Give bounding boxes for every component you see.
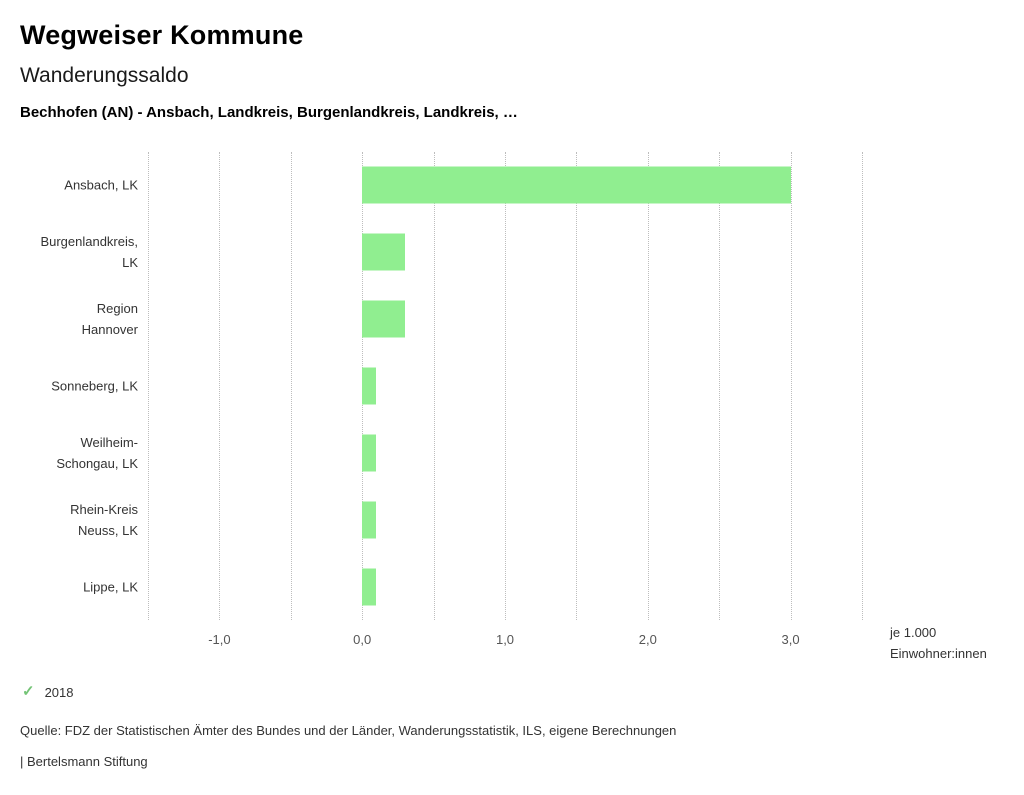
bar[interactable] xyxy=(362,233,405,271)
chart-row: Weilheim- Schongau, LK xyxy=(0,419,1024,486)
gridline xyxy=(290,152,292,620)
bar[interactable] xyxy=(362,166,791,204)
chart-row: Rhein-Kreis Neuss, LK xyxy=(0,486,1024,553)
gridline xyxy=(433,152,435,620)
page-title: Wegweiser Kommune xyxy=(20,20,304,50)
category-label: Ansbach, LK xyxy=(64,177,138,193)
axis-unit-label: je 1.000 Einwohner:innen xyxy=(890,622,987,664)
bar[interactable] xyxy=(362,300,405,338)
category-label: Burgenlandkreis, LK xyxy=(40,234,138,271)
chart-row: Burgenlandkreis, LK xyxy=(0,219,1024,286)
x-tick-label: 2,0 xyxy=(638,632,657,647)
x-tick-label: 0,0 xyxy=(353,632,372,647)
legend-label: 2018 xyxy=(44,684,74,700)
x-tick-label: -1,0 xyxy=(208,632,231,647)
gridline xyxy=(647,152,649,620)
chart-row: Region Hannover xyxy=(0,286,1024,353)
bar[interactable] xyxy=(362,367,377,405)
gridline xyxy=(576,152,578,620)
gridline xyxy=(790,152,792,620)
chart-title: Wanderungssaldo xyxy=(20,64,189,87)
chart-row: Sonneberg, LK xyxy=(0,353,1024,420)
gridline xyxy=(862,152,863,620)
category-label: Rhein-Kreis Neuss, LK xyxy=(70,501,138,538)
legend-item-2018[interactable]: ✓ 2018 xyxy=(22,684,74,700)
bar[interactable] xyxy=(362,434,377,472)
x-tick-label: 3,0 xyxy=(781,632,800,647)
bar-chart: Ansbach, LK Burgenlandkreis, LK Region Hanno… xyxy=(0,152,1024,620)
brand-text: | Bertelsmann Stiftung xyxy=(20,754,148,769)
category-label: Weilheim- Schongau, LK xyxy=(56,434,138,471)
gridline xyxy=(505,152,506,620)
category-label: Sonneberg, LK xyxy=(51,378,138,394)
x-axis: -1,0 0,0 1,0 2,0 3,0 xyxy=(148,632,862,652)
gridline xyxy=(148,152,149,620)
chart-row: Lippe, LK xyxy=(0,553,1024,620)
bar[interactable] xyxy=(362,501,377,539)
category-label: Region Hannover xyxy=(81,301,138,338)
unit-label-line: je 1.000 xyxy=(890,625,937,640)
bar[interactable] xyxy=(362,568,377,606)
gridline xyxy=(219,152,221,620)
source-text: Quelle: FDZ der Statistischen Ämter des … xyxy=(20,723,677,738)
category-label: Lippe, LK xyxy=(83,579,138,595)
check-icon: ✓ xyxy=(22,683,35,700)
chart-row: Ansbach, LK xyxy=(0,152,1024,219)
x-tick-label: 1,0 xyxy=(495,632,515,647)
gridline xyxy=(719,152,721,620)
chart-subtitle: Bechhofen (AN) - Ansbach, Landkreis, Bur… xyxy=(20,104,518,121)
unit-label-line: Einwohner:innen xyxy=(890,646,987,661)
chart-rows: Ansbach, LK Burgenlandkreis, LK Region Hanno… xyxy=(0,152,1024,620)
